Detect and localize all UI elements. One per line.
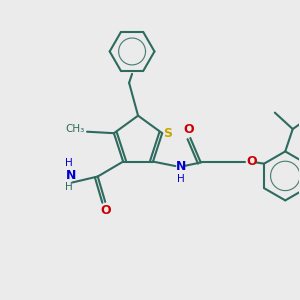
Text: O: O: [184, 123, 194, 136]
Text: H: H: [65, 182, 73, 192]
Text: CH₃: CH₃: [65, 124, 85, 134]
Text: N: N: [66, 169, 76, 182]
Text: S: S: [163, 127, 172, 140]
Text: O: O: [246, 155, 257, 168]
Text: N: N: [176, 160, 186, 173]
Text: H: H: [65, 158, 73, 168]
Text: O: O: [100, 204, 110, 217]
Text: H: H: [177, 174, 184, 184]
